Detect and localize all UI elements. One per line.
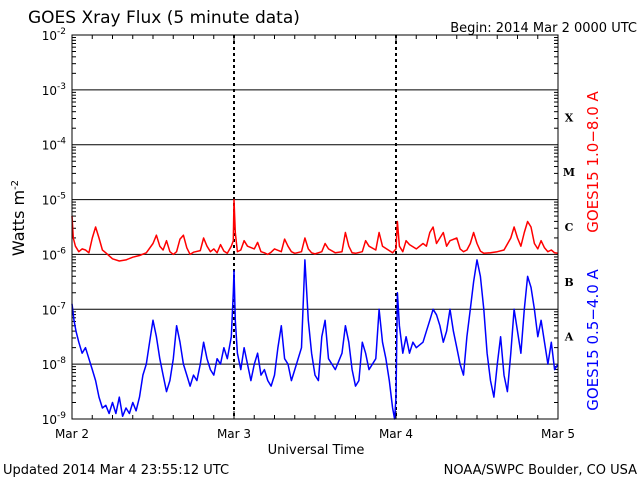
flare-class-2: C [565, 221, 574, 234]
x-tick-label-2: Mar 4 [379, 427, 413, 441]
series-line-0 [71, 198, 559, 262]
y-tick-label-0: 10-2 [42, 27, 66, 43]
begin-label: Begin: 2014 Mar 2 0000 UTC [450, 21, 637, 36]
legend-long-channel: GOES15 1.0−8.0 A [584, 90, 602, 232]
y-tick-exponent: -8 [57, 356, 66, 366]
y-tick-exponent: -6 [57, 246, 66, 256]
legend-short-channel: GOES15 0.5−4.0 A [584, 268, 602, 410]
y-axis-label-exp: -2 [10, 180, 21, 190]
y-tick-exponent: -5 [57, 192, 66, 202]
y-tick-exponent: -7 [57, 301, 66, 311]
y-tick-exponent: -9 [57, 411, 66, 421]
y-tick-base: 10 [42, 413, 57, 427]
y-tick-base: 10 [42, 139, 57, 153]
y-tick-label-4: 10-6 [42, 246, 67, 262]
y-axis-label-base: Watts m [9, 190, 28, 256]
footer-credit: NOAA/SWPC Boulder, CO USA [444, 463, 637, 478]
y-tick-label-5: 10-7 [42, 301, 66, 317]
y-tick-base: 10 [42, 84, 57, 98]
y-tick-label-7: 10-9 [42, 411, 67, 427]
series-line-1 [71, 259, 559, 420]
x-axis-label: Universal Time [268, 443, 365, 458]
y-tick-exponent: -3 [57, 82, 66, 92]
footer-updated: Updated 2014 Mar 4 23:55:12 UTC [3, 463, 229, 478]
y-tick-base: 10 [42, 29, 57, 43]
y-tick-label-1: 10-3 [42, 82, 66, 98]
y-tick-base: 10 [42, 248, 57, 262]
flare-class-0: X [565, 111, 574, 124]
y-tick-label-3: 10-5 [42, 192, 66, 208]
flare-class-3: B [564, 276, 573, 289]
x-tick-label-1: Mar 3 [217, 427, 251, 441]
y-tick-base: 10 [42, 358, 57, 372]
chart-title: GOES Xray Flux (5 minute data) [28, 8, 300, 28]
y-axis-label: Watts m-2 [9, 180, 28, 256]
flare-class-1: M [563, 166, 575, 179]
y-tick-base: 10 [42, 303, 57, 317]
x-tick-label-0: Mar 2 [55, 427, 89, 441]
y-tick-exponent: -2 [57, 27, 66, 37]
flare-class-4: A [564, 331, 574, 344]
y-tick-base: 10 [42, 194, 57, 208]
y-tick-label-6: 10-8 [42, 356, 67, 372]
plot-frame [71, 34, 559, 420]
y-tick-label-2: 10-4 [42, 137, 67, 153]
x-tick-label-3: Mar 5 [541, 427, 575, 441]
y-tick-exponent: -4 [57, 137, 66, 147]
